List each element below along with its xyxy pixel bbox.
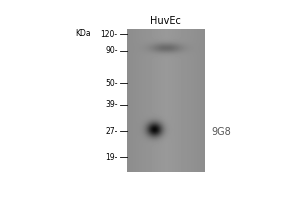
Text: 90-: 90- <box>105 46 118 55</box>
Text: 39-: 39- <box>105 100 118 109</box>
Text: 50-: 50- <box>105 79 118 88</box>
Text: KDa: KDa <box>75 29 91 38</box>
Text: 27-: 27- <box>105 127 118 136</box>
Text: 19-: 19- <box>105 153 118 162</box>
Text: 120-: 120- <box>100 30 118 39</box>
Text: HuvEc: HuvEc <box>150 16 181 26</box>
Text: 9G8: 9G8 <box>212 127 232 137</box>
